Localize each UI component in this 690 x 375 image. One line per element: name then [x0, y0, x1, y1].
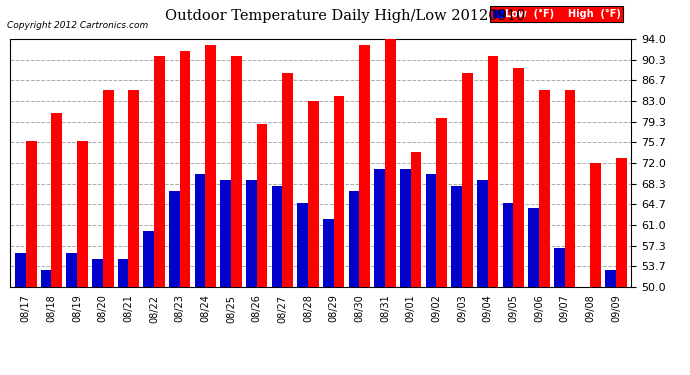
Bar: [272, 186, 282, 375]
Bar: [246, 180, 257, 375]
Text: Copyright 2012 Cartronics.com: Copyright 2012 Cartronics.com: [7, 21, 148, 30]
Bar: [308, 101, 319, 375]
Bar: [334, 96, 344, 375]
Bar: [282, 73, 293, 375]
Bar: [169, 191, 179, 375]
Bar: [590, 163, 601, 375]
Bar: [605, 270, 616, 375]
Bar: [15, 253, 26, 375]
Bar: [359, 45, 370, 375]
Bar: [52, 112, 62, 375]
Bar: [66, 253, 77, 375]
Bar: [451, 186, 462, 375]
Text: Outdoor Temperature Daily High/Low 20120910: Outdoor Temperature Daily High/Low 20120…: [165, 9, 525, 23]
Bar: [528, 208, 539, 375]
Bar: [257, 124, 268, 375]
Bar: [297, 202, 308, 375]
Bar: [231, 56, 241, 375]
Legend: Low  (°F), High  (°F): Low (°F), High (°F): [491, 6, 623, 22]
Bar: [400, 169, 411, 375]
Bar: [436, 118, 447, 375]
Bar: [128, 90, 139, 375]
Bar: [502, 202, 513, 375]
Bar: [385, 39, 396, 375]
Bar: [616, 158, 627, 375]
Bar: [103, 90, 114, 375]
Bar: [144, 231, 154, 375]
Bar: [206, 45, 216, 375]
Bar: [488, 56, 498, 375]
Bar: [348, 191, 359, 375]
Bar: [554, 248, 564, 375]
Bar: [374, 169, 385, 375]
Bar: [323, 219, 334, 375]
Bar: [539, 90, 550, 375]
Bar: [195, 174, 206, 375]
Bar: [564, 90, 575, 375]
Bar: [179, 51, 190, 375]
Bar: [462, 73, 473, 375]
Bar: [154, 56, 165, 375]
Bar: [117, 259, 128, 375]
Bar: [26, 141, 37, 375]
Bar: [220, 180, 231, 375]
Bar: [41, 270, 52, 375]
Bar: [513, 68, 524, 375]
Bar: [580, 287, 590, 375]
Bar: [411, 152, 422, 375]
Bar: [77, 141, 88, 375]
Bar: [92, 259, 103, 375]
Bar: [477, 180, 488, 375]
Bar: [426, 174, 436, 375]
